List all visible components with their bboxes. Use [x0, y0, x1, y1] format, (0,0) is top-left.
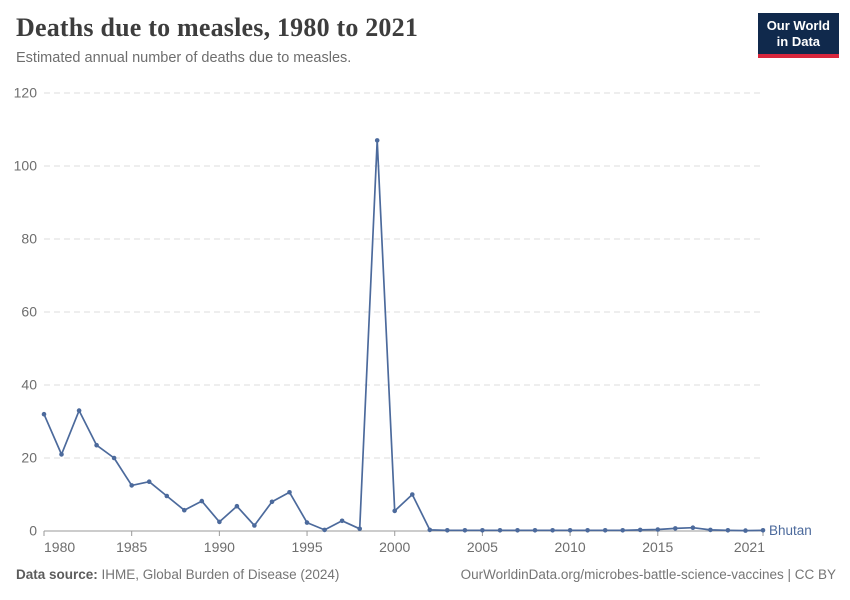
- data-point[interactable]: [234, 503, 240, 509]
- data-point[interactable]: [76, 408, 82, 413]
- data-point[interactable]: [585, 528, 590, 533]
- y-axis-label: 40: [21, 377, 37, 393]
- data-point[interactable]: [94, 442, 99, 448]
- data-point[interactable]: [392, 508, 398, 514]
- x-axis-label: 2000: [379, 539, 410, 555]
- data-point[interactable]: [480, 528, 485, 533]
- x-axis-label: 1985: [116, 539, 147, 555]
- page-subtitle: Estimated annual number of deaths due to…: [16, 50, 352, 66]
- x-axis-label: 1995: [291, 539, 322, 555]
- data-point[interactable]: [146, 479, 152, 485]
- x-axis-label: 1990: [204, 539, 235, 555]
- data-point[interactable]: [637, 527, 643, 533]
- x-axis-label: 1980: [44, 539, 75, 555]
- data-point[interactable]: [532, 528, 538, 533]
- data-point[interactable]: [708, 527, 713, 533]
- y-axis-label: 120: [14, 85, 38, 101]
- owid-logo[interactable]: Our World in Data: [757, 13, 839, 58]
- data-point[interactable]: [252, 523, 257, 528]
- data-point[interactable]: [462, 528, 468, 533]
- data-point[interactable]: [497, 528, 503, 533]
- data-point[interactable]: [164, 493, 170, 499]
- data-source-label: Data source:: [16, 567, 98, 582]
- data-point[interactable]: [602, 528, 608, 533]
- x-axis-label: 2015: [642, 539, 673, 555]
- data-point[interactable]: [725, 528, 731, 533]
- data-point[interactable]: [550, 528, 555, 533]
- data-point[interactable]: [339, 518, 345, 524]
- x-axis-label: 2010: [555, 539, 586, 555]
- data-point[interactable]: [427, 527, 433, 533]
- data-point[interactable]: [357, 526, 363, 532]
- y-axis-label: 60: [21, 304, 37, 320]
- data-point[interactable]: [743, 528, 748, 533]
- data-point[interactable]: [287, 490, 292, 495]
- data-source-text: IHME, Global Burden of Disease (2024): [101, 567, 340, 582]
- data-point[interactable]: [182, 507, 187, 513]
- y-axis-label: 80: [21, 231, 37, 247]
- x-axis-label: 2021: [734, 539, 765, 555]
- data-point[interactable]: [620, 528, 625, 533]
- data-point[interactable]: [410, 492, 415, 497]
- data-point[interactable]: [445, 528, 450, 533]
- data-point[interactable]: [760, 528, 766, 533]
- data-point[interactable]: [199, 498, 205, 504]
- data-point[interactable]: [304, 520, 310, 525]
- data-point[interactable]: [217, 519, 222, 525]
- data-point[interactable]: [41, 411, 47, 417]
- series-label-bhutan[interactable]: Bhutan: [769, 523, 812, 538]
- owid-logo-line1: Our World: [766, 18, 830, 33]
- data-source-note: Data source: IHME, Global Burden of Dise…: [16, 567, 339, 582]
- data-point[interactable]: [129, 483, 134, 488]
- credit-link[interactable]: OurWorldinData.org/microbes-battle-scien…: [460, 567, 836, 582]
- data-point[interactable]: [269, 499, 275, 505]
- y-axis-label: 0: [29, 523, 37, 539]
- y-axis-label: 100: [14, 158, 38, 174]
- data-point[interactable]: [111, 455, 117, 461]
- data-point[interactable]: [655, 527, 661, 532]
- data-point[interactable]: [374, 138, 380, 143]
- data-point[interactable]: [567, 528, 573, 533]
- data-point[interactable]: [59, 452, 64, 457]
- data-point[interactable]: [515, 528, 520, 533]
- series-line-bhutan[interactable]: [43, 139, 764, 532]
- data-point[interactable]: [690, 525, 696, 530]
- x-axis-label: 2005: [467, 539, 498, 555]
- page-title: Deaths due to measles, 1980 to 2021: [16, 13, 419, 42]
- data-point[interactable]: [673, 526, 678, 531]
- owid-logo-line2: in Data: [776, 34, 821, 50]
- data-point[interactable]: [322, 527, 327, 533]
- y-axis-label: 20: [21, 450, 37, 466]
